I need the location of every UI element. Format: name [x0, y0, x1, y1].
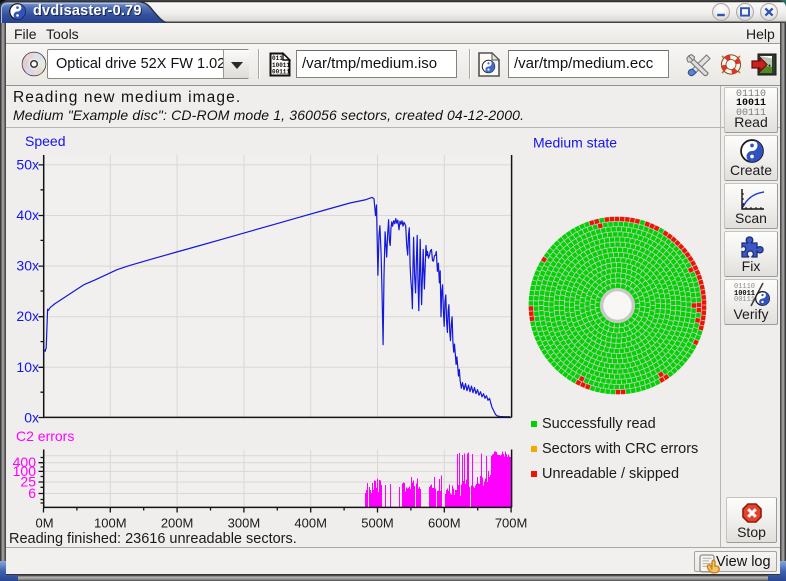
svg-text:Successfully read: Successfully read — [542, 416, 656, 432]
svg-text:600M: 600M — [428, 516, 461, 531]
svg-text:Speed: Speed — [25, 133, 65, 149]
svg-text:0x: 0x — [24, 409, 39, 425]
svg-text:30x: 30x — [16, 258, 39, 274]
svg-text:200M: 200M — [161, 516, 194, 531]
svg-text:C2 errors: C2 errors — [16, 428, 74, 444]
svg-text:100: 100 — [13, 463, 37, 479]
svg-text:6: 6 — [28, 485, 36, 501]
svg-text:20x: 20x — [16, 308, 39, 324]
svg-text:011: 011 — [272, 55, 283, 62]
svg-text:400M: 400M — [294, 516, 327, 531]
svg-text:50x: 50x — [16, 156, 39, 172]
svg-text:500M: 500M — [361, 516, 394, 531]
svg-text:10011: 10011 — [272, 62, 290, 69]
svg-text:25: 25 — [20, 474, 36, 490]
svg-text:Sectors with CRC errors: Sectors with CRC errors — [542, 441, 698, 457]
svg-text:10x: 10x — [16, 359, 39, 375]
svg-text:300M: 300M — [228, 516, 261, 531]
svg-text:Medium state: Medium state — [533, 135, 617, 151]
svg-text:0M: 0M — [35, 516, 53, 531]
svg-text:700M: 700M — [495, 516, 528, 531]
svg-text:100M: 100M — [94, 516, 127, 531]
svg-text:Unreadable / skipped: Unreadable / skipped — [542, 466, 679, 482]
svg-text:00111: 00111 — [272, 69, 290, 76]
svg-text:40x: 40x — [16, 207, 39, 223]
svg-text:400: 400 — [13, 454, 37, 470]
